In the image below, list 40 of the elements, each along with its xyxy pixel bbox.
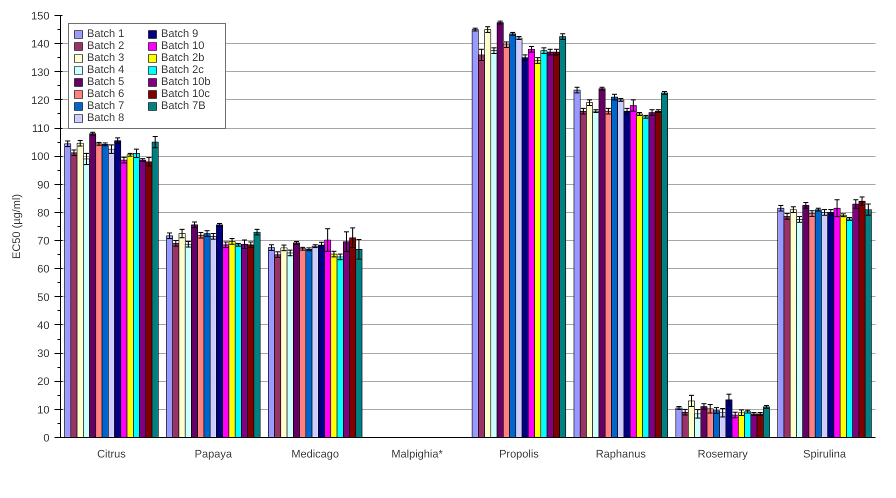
legend-label: Batch 9 <box>161 28 200 40</box>
legend-label: Batch 10c <box>161 88 211 100</box>
x-tick-label: Medicago <box>291 448 340 460</box>
legend-label: Batch 2 <box>87 40 126 52</box>
y-tick-label: 60 <box>37 264 50 276</box>
y-tick-label: 120 <box>31 94 50 107</box>
x-tick-label: Citrus <box>97 448 126 460</box>
legend-label: Batch 5 <box>87 76 126 88</box>
y-tick-label: 110 <box>32 123 50 136</box>
legend-label: Batch 3 <box>87 52 126 64</box>
y-tick-label: 130 <box>31 66 50 79</box>
y-tick-label: 140 <box>31 38 50 51</box>
y-tick-label: 70 <box>37 236 50 248</box>
y-axis-title: EC50 (µg/ml) <box>11 194 24 260</box>
y-tick-label: 150 <box>31 10 50 22</box>
legend-label: Batch 2c <box>161 64 205 76</box>
y-tick-label: 90 <box>37 179 50 192</box>
legend-label: Batch 1 <box>87 28 126 40</box>
y-tick-label: 0 <box>43 432 50 444</box>
legend-label: Batch 4 <box>87 64 126 76</box>
y-tick-label: 100 <box>31 151 50 164</box>
legend-label: Batch 10 <box>161 40 206 52</box>
y-tick-label: 40 <box>37 320 50 332</box>
x-tick-label: Malpighia* <box>391 448 444 460</box>
x-tick-label: Propolis <box>499 448 540 460</box>
y-tick-label: 50 <box>37 292 50 304</box>
x-tick-label: Rosemary <box>698 448 748 460</box>
y-tick-label: 80 <box>37 207 50 220</box>
x-tick-label: Raphanus <box>596 448 646 460</box>
x-tick-label: Spirulina <box>803 448 847 460</box>
legend-label: Batch 7 <box>87 100 126 112</box>
legend-label: Batch 8 <box>87 112 126 124</box>
legend-label: Batch 7B <box>161 100 207 112</box>
y-tick-label: 30 <box>37 348 50 360</box>
x-tick-label: Papaya <box>194 448 233 460</box>
y-tick-label: 10 <box>37 404 50 416</box>
y-tick-label: 20 <box>37 376 50 388</box>
legend-label: Batch 2b <box>161 52 206 64</box>
legend-label: Batch 6 <box>87 88 126 100</box>
legend-label: Batch 10b <box>161 76 212 88</box>
